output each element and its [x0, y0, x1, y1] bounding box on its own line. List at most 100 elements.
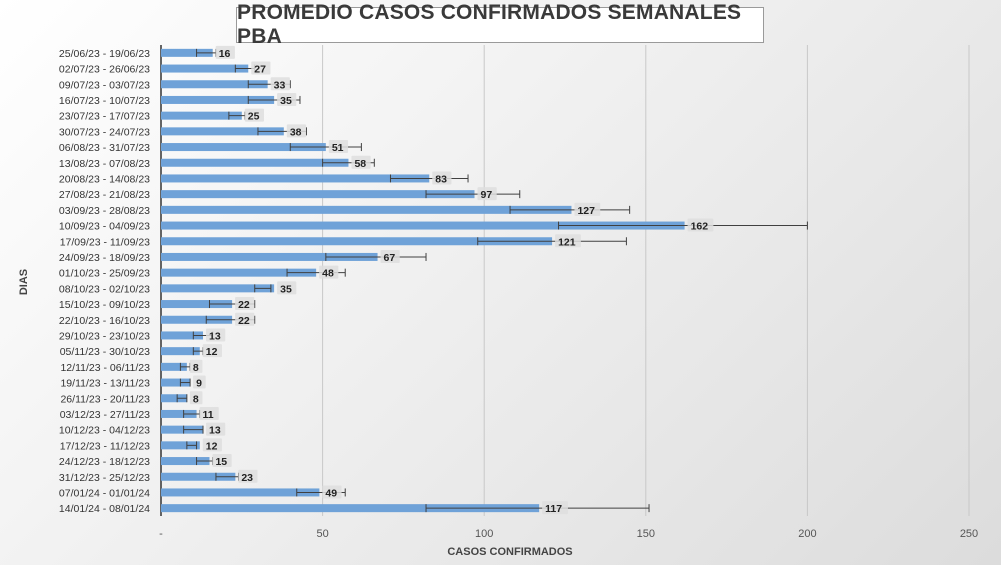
category-label: 08/10/23 - 02/10/23 — [59, 283, 150, 295]
data-label: 11 — [203, 409, 214, 421]
bar — [161, 441, 200, 450]
category-label: 14/01/24 - 08/01/24 — [59, 503, 150, 515]
data-label: 35 — [280, 283, 292, 295]
category-label: 20/08/23 - 14/08/23 — [59, 173, 150, 185]
data-label: 16 — [219, 48, 231, 60]
bar — [161, 472, 236, 481]
data-label: 49 — [325, 487, 337, 499]
data-label-background — [206, 422, 226, 436]
data-label-background — [235, 297, 255, 311]
bar — [161, 300, 233, 309]
data-label: 13 — [209, 425, 221, 437]
data-label-background — [687, 218, 714, 232]
data-label-background — [202, 344, 222, 358]
category-label: 31/12/23 - 25/12/23 — [59, 472, 150, 484]
data-label: 67 — [384, 252, 396, 264]
category-label: 24/09/23 - 18/09/23 — [59, 252, 150, 264]
bar — [161, 205, 572, 214]
data-label-background — [189, 359, 203, 373]
category-label: 13/08/23 - 07/08/23 — [59, 158, 150, 170]
data-label-background — [432, 171, 452, 185]
bar — [161, 158, 349, 167]
x-tick-label: 50 — [316, 528, 328, 540]
chart-title: PROMEDIO CASOS CONFIRMADOS SEMANALES PBA — [236, 1, 764, 48]
data-label: 117 — [545, 503, 562, 515]
category-label: 24/12/23 - 18/12/23 — [59, 456, 150, 468]
data-label: 13 — [209, 330, 221, 342]
data-label: 8 — [193, 393, 199, 405]
data-label: 121 — [558, 236, 576, 248]
data-label: 8 — [193, 362, 199, 374]
y-axis-label: DIAS — [18, 268, 30, 296]
data-label-background — [244, 108, 264, 122]
data-label: 22 — [238, 315, 250, 327]
category-label: 03/12/23 - 27/11/23 — [60, 409, 150, 421]
category-label: 09/07/23 - 03/07/23 — [59, 79, 150, 91]
bar — [161, 315, 233, 324]
data-label: 35 — [280, 95, 292, 107]
bar — [161, 284, 275, 293]
x-tick-label: 200 — [798, 528, 816, 540]
data-label: 12 — [206, 346, 218, 358]
data-label-background — [235, 312, 255, 326]
category-label: 27/08/23 - 21/08/23 — [59, 189, 150, 201]
bar — [161, 174, 430, 183]
bar — [161, 143, 326, 152]
data-label: 23 — [241, 472, 253, 484]
data-label-background — [351, 155, 371, 169]
category-label: 10/12/23 - 04/12/23 — [59, 425, 150, 437]
data-label: 33 — [274, 79, 286, 91]
data-label-background — [193, 375, 206, 389]
category-label: 19/11/23 - 13/11/23 — [60, 378, 150, 390]
data-label: 38 — [290, 126, 302, 138]
data-label-background — [277, 281, 297, 295]
bar — [161, 425, 204, 434]
category-label: 12/11/23 - 06/11/23 — [60, 362, 150, 374]
data-label-background — [212, 454, 232, 468]
bar — [161, 127, 284, 136]
category-label: 05/11/23 - 30/10/23 — [60, 346, 150, 358]
data-label-background — [277, 92, 297, 106]
category-label: 22/10/23 - 16/10/23 — [59, 315, 150, 327]
x-tick-label: - — [159, 528, 163, 540]
bar — [161, 268, 317, 277]
data-label-background — [199, 406, 219, 420]
bar — [161, 221, 685, 230]
category-label: 02/07/23 - 26/06/23 — [59, 64, 150, 76]
category-label: 30/07/23 - 24/07/23 — [59, 126, 150, 138]
category-label: 26/11/23 - 20/11/23 — [60, 393, 150, 405]
bar — [161, 488, 320, 497]
bar — [161, 237, 553, 246]
data-label-background — [251, 61, 271, 75]
data-label-background — [238, 469, 258, 483]
category-label: 07/01/24 - 01/01/24 — [59, 487, 150, 499]
bar — [161, 409, 197, 418]
category-label: 29/10/23 - 23/10/23 — [59, 330, 150, 342]
data-label: 83 — [435, 173, 447, 185]
data-label: 162 — [691, 221, 709, 233]
bar — [161, 394, 187, 403]
data-label: 22 — [238, 299, 250, 311]
x-tick-label: 100 — [475, 528, 493, 540]
data-label-background — [215, 45, 235, 59]
data-label-background — [380, 249, 400, 263]
bar — [161, 80, 268, 89]
data-label-background — [542, 501, 568, 515]
data-label: 15 — [215, 456, 227, 468]
bar — [161, 95, 275, 104]
bar — [161, 190, 475, 199]
data-label: 127 — [577, 205, 595, 217]
bar — [161, 48, 213, 57]
data-label-background — [286, 124, 307, 138]
bar — [161, 64, 249, 73]
data-label: 12 — [206, 440, 218, 452]
bar — [161, 331, 204, 340]
data-label-background — [319, 265, 339, 279]
x-tick-label: 250 — [960, 528, 978, 540]
data-label: 25 — [248, 111, 260, 123]
category-label: 17/12/23 - 11/12/23 — [60, 440, 150, 452]
x-axis-label: CASOS CONFIRMADOS — [447, 546, 573, 558]
category-label: 01/10/23 - 25/09/23 — [59, 268, 150, 280]
bar — [161, 252, 378, 261]
